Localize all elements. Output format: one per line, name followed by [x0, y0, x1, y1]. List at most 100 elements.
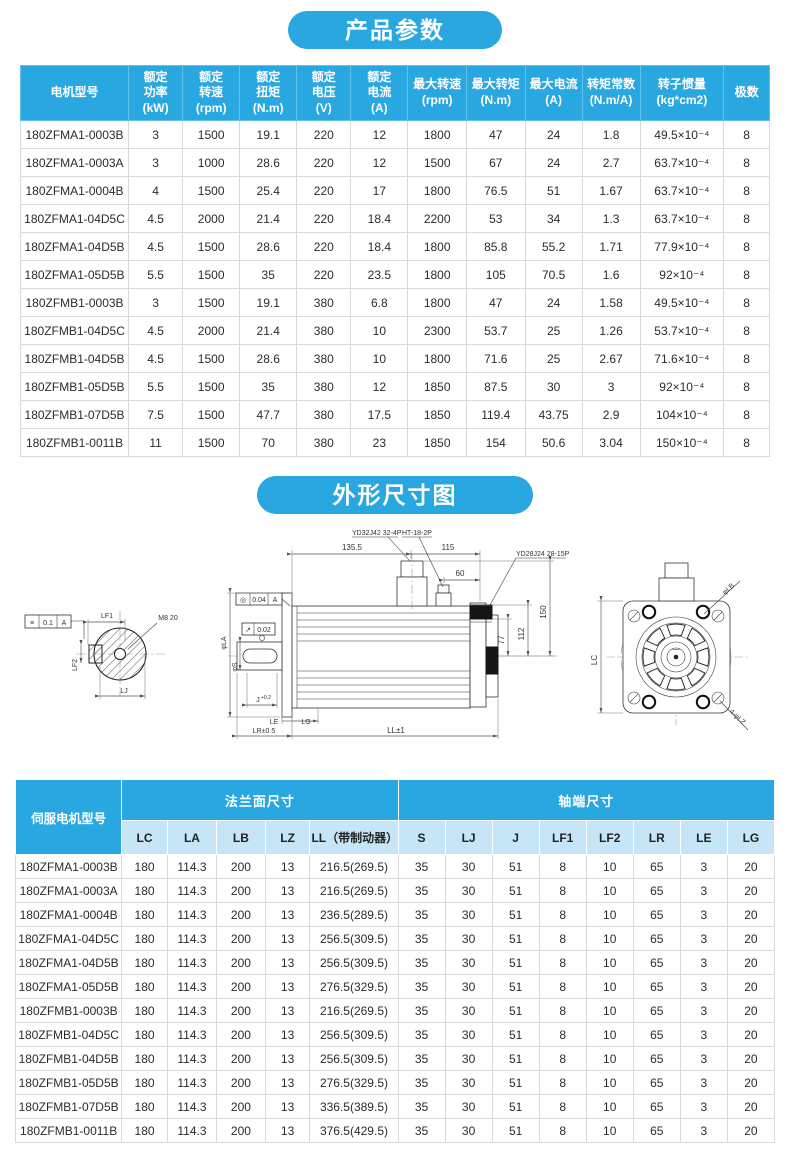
value-cell: 4 [128, 176, 184, 205]
dim-j-label: J [256, 697, 260, 704]
value-cell: 20 [726, 902, 776, 927]
value-cell: 216.5(269.5) [309, 878, 399, 903]
value-cell: 8 [538, 1094, 587, 1119]
value-cell: 1.6 [581, 260, 641, 289]
value-cell: 3.04 [581, 428, 641, 457]
value-cell: 10 [350, 344, 409, 373]
value-cell: 114.3 [166, 902, 218, 927]
value-cell: 50.6 [524, 428, 583, 457]
table-row: 180ZFMA1-04D5C 4.5 2000 21.4 220 18.4 2200 53 34… [19, 204, 770, 233]
col-header-la: LA [166, 820, 218, 855]
table-row: 180ZFMB1-0011B 11 1500 70 380 23 1850 154 50.6 3.… [19, 428, 770, 457]
col-header-s: S [397, 820, 446, 855]
value-cell: 2300 [407, 316, 467, 345]
value-cell: 30 [444, 950, 493, 975]
ll-label: LL±1 [387, 726, 405, 735]
lf1-label: LF1 [101, 613, 113, 620]
symmetry-value: 0.1 [43, 620, 53, 627]
concentricity-value: 0.04 [252, 597, 266, 604]
value-cell: 30 [444, 998, 493, 1023]
value-cell: 1500 [182, 400, 241, 429]
col-header-rated-power: 额定 功率 (kW) [128, 65, 184, 121]
value-cell: 200 [216, 878, 266, 903]
motor-side-view: 135.5 115 60 77 112 150 ◎ 0.04 A ↗ [221, 530, 570, 739]
value-cell: 119.4 [465, 400, 526, 429]
value-cell: 30 [444, 878, 493, 903]
flange-front-view: LC φLB 4-φLZ [590, 562, 749, 731]
value-cell: 28.6 [239, 148, 298, 177]
section-title-product-params: 产品参数 [288, 11, 502, 49]
value-cell: 20 [726, 1022, 776, 1047]
value-cell: 114.3 [166, 926, 218, 951]
concentricity-symbol: ◎ [240, 597, 246, 604]
value-cell: 43.75 [524, 400, 583, 429]
table-row: 180ZFMB1-04D5B 180 114.3 200 13 256.5(309.5) 3… [14, 1046, 776, 1071]
value-cell: 3 [679, 1118, 728, 1143]
value-cell: 10 [585, 1070, 634, 1095]
runout-tolerance-frame: ↗ 0.02 [241, 622, 276, 642]
value-cell: 13 [264, 926, 311, 951]
value-cell: 13 [264, 1046, 311, 1071]
value-cell: 34 [524, 204, 583, 233]
value-cell: 20 [726, 950, 776, 975]
table-row: 180ZFMA1-0003B 180 114.3 200 13 216.5(269.5) 3… [14, 854, 776, 879]
col-header-poles: 极数 [723, 65, 770, 121]
value-cell: 7.5 [128, 400, 184, 429]
value-cell: 53 [465, 204, 526, 233]
value-cell: 13 [264, 1022, 311, 1047]
value-cell: 3 [679, 1046, 728, 1071]
value-cell: 2000 [182, 204, 241, 233]
value-cell: 380 [296, 316, 352, 345]
value-cell: 25 [524, 316, 583, 345]
value-cell: 8 [723, 400, 770, 429]
value-cell: 28.6 [239, 232, 298, 261]
table-row: 180ZFMB1-0003B 3 1500 19.1 380 6.8 1800 47 24 1.5… [19, 288, 770, 317]
value-cell: 30 [444, 1070, 493, 1095]
model-cell: 180ZFMA1-04D5C [19, 204, 130, 233]
value-cell: 24 [524, 288, 583, 317]
value-cell: 25 [524, 344, 583, 373]
model-cell: 180ZFMB1-04D5B [19, 344, 130, 373]
value-cell: 200 [216, 950, 266, 975]
value-cell: 8 [723, 232, 770, 261]
col-header-lg: LG [726, 820, 776, 855]
value-cell: 1500 [182, 176, 241, 205]
value-cell: 8 [723, 176, 770, 205]
group-header-flange-dims: 法兰面尺寸 [121, 779, 399, 821]
value-cell: 380 [296, 400, 352, 429]
value-cell: 51 [491, 902, 540, 927]
dims-sub-header-row: LC LA LB LZ LL（带制动器） S LJ J LF1 LF2 LR L… [16, 820, 776, 855]
value-cell: 1000 [182, 148, 241, 177]
value-cell: 13 [264, 878, 311, 903]
value-cell: 63.7×10⁻⁴ [639, 176, 725, 205]
value-cell: 180 [121, 1070, 168, 1095]
value-cell: 1800 [407, 260, 467, 289]
value-cell: 3 [128, 288, 184, 317]
model-cell: 180ZFMB1-0011B [19, 428, 130, 457]
col-header-rated-torque: 额定 扭矩 (N.m) [239, 65, 298, 121]
col-header-rated-voltage: 额定 电压 (V) [296, 65, 352, 121]
value-cell: 77.9×10⁻⁴ [639, 232, 725, 261]
value-cell: 180 [121, 926, 168, 951]
value-cell: 1.67 [581, 176, 641, 205]
value-cell: 30 [444, 1046, 493, 1071]
col-header-model: 电机型号 [19, 65, 130, 121]
phi-lz-label: 4-φLZ [728, 708, 747, 727]
value-cell: 1.3 [581, 204, 641, 233]
table-row: 180ZFMB1-04D5C 4.5 2000 21.4 380 10 2300 53.7 25… [19, 316, 770, 345]
value-cell: 30 [444, 1022, 493, 1047]
model-cell: 180ZFMA1-0003A [19, 148, 130, 177]
col-header-lf1: LF1 [538, 820, 587, 855]
value-cell: 70 [239, 428, 298, 457]
value-cell: 3 [679, 1070, 728, 1095]
m8-thread-label: M8 20 [158, 615, 178, 622]
value-cell: 180 [121, 1118, 168, 1143]
value-cell: 13 [264, 1094, 311, 1119]
value-cell: 2.67 [581, 344, 641, 373]
value-cell: 17.5 [350, 400, 409, 429]
model-cell: 180ZFMB1-05D5B [19, 372, 130, 401]
value-cell: 1.58 [581, 288, 641, 317]
value-cell: 336.5(389.5) [309, 1094, 399, 1119]
value-cell: 2000 [182, 316, 241, 345]
col-header-rated-speed: 额定 转速 (rpm) [182, 65, 241, 121]
